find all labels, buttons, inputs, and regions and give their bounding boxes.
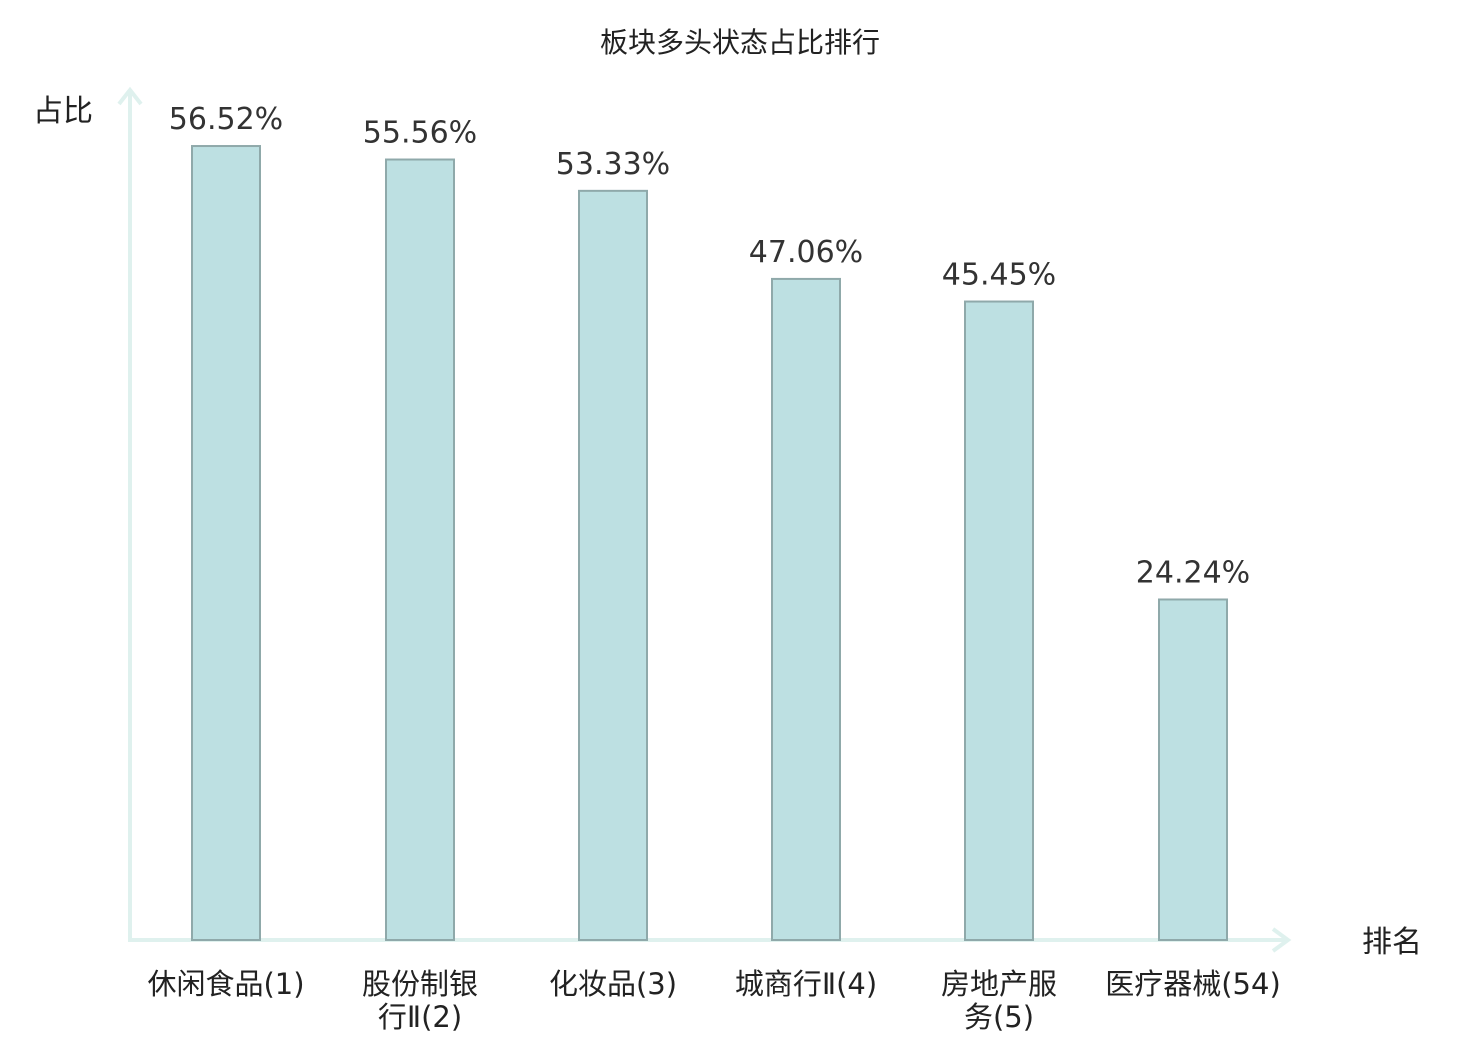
category-label-5: 房地产服务(5) xyxy=(941,967,1057,1034)
y-axis-label: 占比 xyxy=(33,94,93,129)
category-labels-group: 休闲食品(1) 股份制银行Ⅱ(2) 化妆品(3) 城商行Ⅱ(4) 房地产服务(5) 医疗器… xyxy=(147,967,1280,1034)
value-label-4: 47.06% xyxy=(749,235,863,270)
bar-5 xyxy=(964,300,1034,941)
x-axis-label: 排名 xyxy=(1362,925,1422,960)
value-label-3: 53.33% xyxy=(556,147,670,182)
chart-title: 板块多头状态占比排行 xyxy=(600,26,880,59)
bar-4 xyxy=(771,277,841,941)
bar-3 xyxy=(578,189,648,942)
bar-1 xyxy=(191,145,261,941)
category-label-4: 城商行Ⅱ(4) xyxy=(735,967,877,1001)
bar-6 xyxy=(1158,598,1228,941)
value-label-6: 24.24% xyxy=(1136,555,1250,590)
value-labels-group: 56.52% 55.56% 53.33% 47.06% 45.45% 24.24% xyxy=(169,102,1250,590)
category-label-3: 化妆品(3) xyxy=(549,967,677,1001)
x-axis xyxy=(128,927,1292,953)
category-label-1: 休闲食品(1) xyxy=(147,967,304,1001)
value-label-1: 56.52% xyxy=(169,102,283,137)
bar-2 xyxy=(385,158,455,941)
category-label-6: 医疗器械(54) xyxy=(1105,967,1281,1001)
value-label-2: 55.56% xyxy=(363,116,477,151)
category-label-2: 股份制银行Ⅱ(2) xyxy=(362,967,478,1034)
y-axis xyxy=(117,86,143,940)
bars-group xyxy=(191,145,1228,942)
value-label-5: 45.45% xyxy=(942,258,1056,293)
